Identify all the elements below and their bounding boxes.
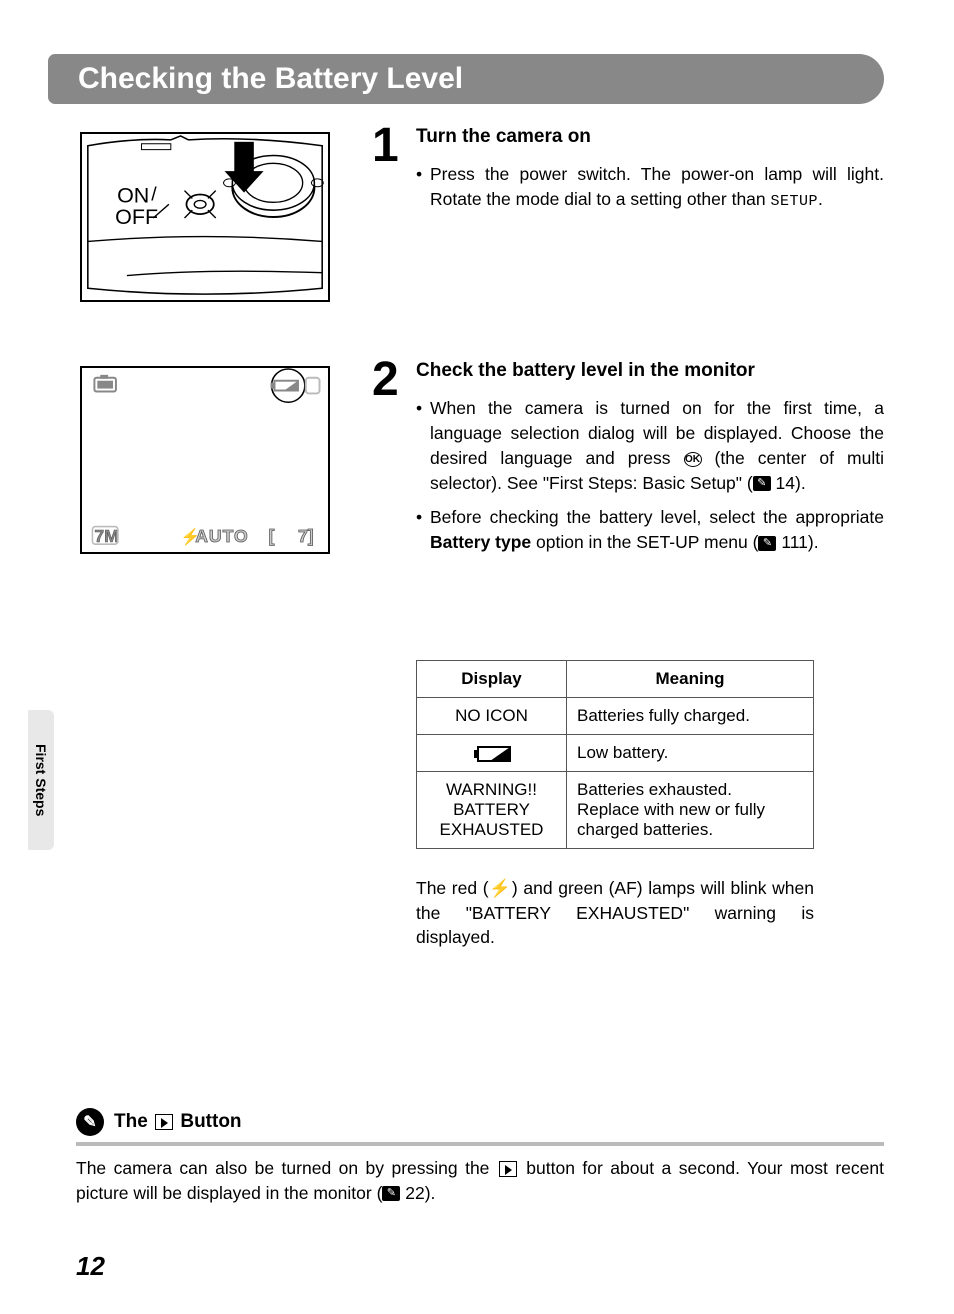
- bottom-note-section: ✎ The Button The camera can also be turn…: [76, 1108, 884, 1205]
- battery-low-icon: [472, 745, 512, 763]
- page-ref-icon: ✎: [753, 476, 771, 491]
- on-label: ON: [117, 183, 149, 207]
- page-ref-icon: ✎: [382, 1186, 400, 1201]
- playback-button-icon: [499, 1161, 517, 1177]
- step-2-heading: Check the battery level in the monitor: [416, 360, 884, 382]
- page-ref-icon: ✎: [758, 536, 776, 551]
- cell-meaning-low: Low battery.: [567, 735, 814, 772]
- step-2-bullet-2: Before checking the battery level, selec…: [416, 505, 884, 555]
- bottom-note-text: The camera can also be turned on by pres…: [76, 1156, 884, 1205]
- col-meaning: Meaning: [567, 661, 814, 698]
- cell-display-noicon: NO ICON: [417, 698, 567, 735]
- table-row: Low battery.: [417, 735, 814, 772]
- playback-button-icon: [155, 1114, 173, 1130]
- info-icon: ✎: [76, 1108, 104, 1136]
- flash-icon: ⚡: [489, 878, 512, 898]
- side-tab: First Steps: [28, 710, 54, 850]
- step-2-bullets: When the camera is turned on for the fir…: [416, 396, 884, 555]
- table-row: WARNING!! BATTERY EXHAUSTED Batteries ex…: [417, 772, 814, 849]
- section-title-bar: Checking the Battery Level: [48, 54, 884, 104]
- table-header-row: Display Meaning: [417, 661, 814, 698]
- section-title: Checking the Battery Level: [78, 62, 463, 96]
- step-1-body: 1 Turn the camera on Press the power swi…: [380, 126, 884, 222]
- step-2-body: 2 Check the battery level in the monitor…: [380, 360, 884, 565]
- illustration-camera-top: ON / OFF: [80, 132, 330, 302]
- table-footnote: The red (⚡) and green (AF) lamps will bl…: [416, 876, 814, 950]
- ok-button-icon: OK: [684, 452, 702, 467]
- svg-text:AUTO: AUTO: [195, 526, 248, 546]
- step-1-bullet-1: Press the power switch. The power-on lam…: [416, 162, 884, 212]
- cell-meaning-exhausted: Batteries exhausted. Replace with new or…: [567, 772, 814, 849]
- cell-display-low-icon: [417, 735, 567, 772]
- cell-meaning-full: Batteries fully charged.: [567, 698, 814, 735]
- svg-text:[: [: [269, 526, 275, 546]
- step-1-number: 1: [372, 118, 399, 173]
- off-label: OFF: [115, 205, 158, 229]
- divider: [76, 1142, 884, 1146]
- step-1-heading: Turn the camera on: [416, 126, 884, 148]
- cell-display-warning: WARNING!! BATTERY EXHAUSTED: [417, 772, 567, 849]
- setup-glyph: SETUP: [771, 193, 819, 210]
- svg-text:7M: 7M: [94, 526, 118, 546]
- bottom-note-heading: ✎ The Button: [76, 1108, 884, 1136]
- col-display: Display: [417, 661, 567, 698]
- step-1-bullets: Press the power switch. The power-on lam…: [416, 162, 884, 212]
- step-2-number: 2: [372, 352, 399, 407]
- side-tab-label: First Steps: [33, 744, 49, 816]
- svg-text:7]: 7]: [298, 526, 314, 546]
- table-row: NO ICON Batteries fully charged.: [417, 698, 814, 735]
- battery-level-table: Display Meaning NO ICON Batteries fully …: [416, 660, 814, 849]
- page-number: 12: [76, 1251, 105, 1282]
- svg-text:/: /: [151, 183, 157, 205]
- step-2-bullet-1: When the camera is turned on for the fir…: [416, 396, 884, 495]
- illustration-monitor: 7M ⚡ AUTO [ 7]: [80, 366, 330, 554]
